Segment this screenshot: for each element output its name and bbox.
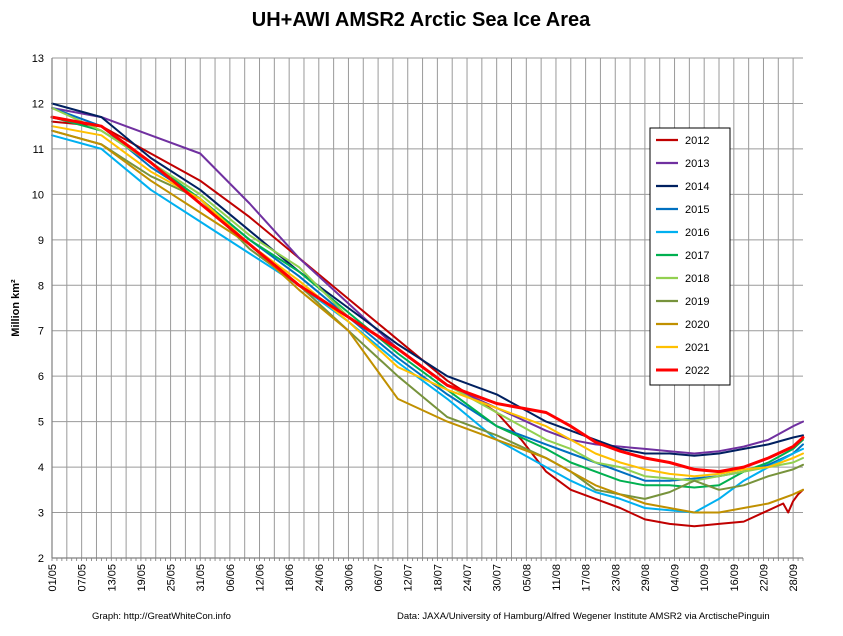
axes bbox=[51, 58, 804, 561]
x-tick-label: 24/06 bbox=[314, 564, 326, 592]
y-tick-label: 6 bbox=[38, 371, 44, 383]
legend-label-2021: 2021 bbox=[685, 342, 709, 354]
legend-label-2019: 2019 bbox=[685, 296, 709, 308]
x-tick-label: 13/05 bbox=[106, 564, 118, 592]
y-tick-label: 12 bbox=[32, 98, 44, 110]
tick-labels: 2 3 4 5 6 7 8 9 10 11 12 13 01/05 07/05 13/05 19/05 25/0… bbox=[32, 53, 800, 592]
x-tick-label: 31/05 bbox=[195, 564, 207, 592]
chart-title: UH+AWI AMSR2 Arctic Sea Ice Area bbox=[252, 9, 591, 31]
x-tick-label: 18/06 bbox=[284, 564, 296, 592]
x-tick-label: 12/07 bbox=[403, 564, 415, 592]
y-tick-label: 8 bbox=[38, 280, 44, 292]
series-line-2017 bbox=[51, 116, 804, 489]
y-tick-label: 7 bbox=[38, 326, 44, 338]
footer-source: Data: JAXA/University of Hamburg/Alfred … bbox=[397, 611, 770, 622]
x-tick-label: 04/09 bbox=[670, 564, 682, 592]
legend-label-2013: 2013 bbox=[685, 158, 709, 170]
y-tick-label: 2 bbox=[38, 553, 44, 565]
x-tick-label: 06/07 bbox=[373, 564, 385, 592]
x-tick-label: 24/07 bbox=[462, 564, 474, 592]
legend-label-2018: 2018 bbox=[685, 273, 709, 285]
series-line-2022 bbox=[50, 115, 805, 474]
x-tick-label: 06/06 bbox=[225, 564, 237, 592]
x-tick-label: 01/05 bbox=[47, 564, 59, 592]
legend: 2012 2013 2014 2015 2016 2017 2018 2019 2020 2021… bbox=[649, 127, 731, 386]
legend-label-2016: 2016 bbox=[685, 227, 709, 239]
x-tick-label: 05/08 bbox=[521, 564, 533, 592]
y-tick-label: 10 bbox=[32, 189, 44, 201]
x-tick-label: 23/08 bbox=[610, 564, 622, 592]
legend-label-2012: 2012 bbox=[685, 135, 709, 147]
series-line-2013 bbox=[51, 107, 804, 455]
series-line-2018 bbox=[51, 107, 804, 482]
y-axis-label: Million km² bbox=[10, 279, 22, 337]
legend-label-2022: 2022 bbox=[685, 365, 709, 377]
footer-credit: Graph: http://GreatWhiteCon.info bbox=[92, 611, 231, 622]
x-tick-label: 30/07 bbox=[492, 564, 504, 592]
x-tick-label: 19/05 bbox=[136, 564, 148, 592]
x-tick-label: 25/05 bbox=[166, 564, 178, 592]
legend-box bbox=[649, 127, 731, 386]
x-tick-label: 16/09 bbox=[729, 564, 741, 592]
x-tick-label: 12/06 bbox=[255, 564, 267, 592]
x-tick-label: 07/05 bbox=[77, 564, 89, 592]
legend-label-2015: 2015 bbox=[685, 204, 709, 216]
x-tick-label: 11/08 bbox=[551, 564, 563, 591]
y-tick-label: 4 bbox=[38, 462, 44, 474]
series-line-2021 bbox=[51, 125, 804, 478]
series-line-2020 bbox=[51, 129, 804, 514]
y-tick-label: 3 bbox=[38, 508, 44, 520]
series-line-2012 bbox=[51, 120, 804, 528]
legend-label-2017: 2017 bbox=[685, 250, 709, 262]
x-tick-label: 10/09 bbox=[699, 564, 711, 592]
x-tick-label: 18/07 bbox=[432, 564, 444, 592]
legend-label-2014: 2014 bbox=[685, 181, 709, 193]
y-tick-label: 13 bbox=[32, 53, 44, 65]
series-layer bbox=[50, 102, 805, 528]
x-tick-label: 30/06 bbox=[343, 564, 355, 592]
series-line-2014 bbox=[51, 102, 804, 457]
x-tick-label: 29/08 bbox=[640, 564, 652, 592]
legend-label-2020: 2020 bbox=[685, 319, 709, 331]
x-tick-label: 17/08 bbox=[581, 564, 593, 592]
x-tick-label: 22/09 bbox=[758, 564, 770, 592]
series-line-2016 bbox=[51, 134, 804, 514]
y-tick-label: 11 bbox=[33, 144, 44, 156]
y-tick-label: 9 bbox=[38, 235, 44, 247]
x-tick-label: 28/09 bbox=[788, 564, 800, 592]
y-tick-label: 5 bbox=[38, 417, 44, 429]
